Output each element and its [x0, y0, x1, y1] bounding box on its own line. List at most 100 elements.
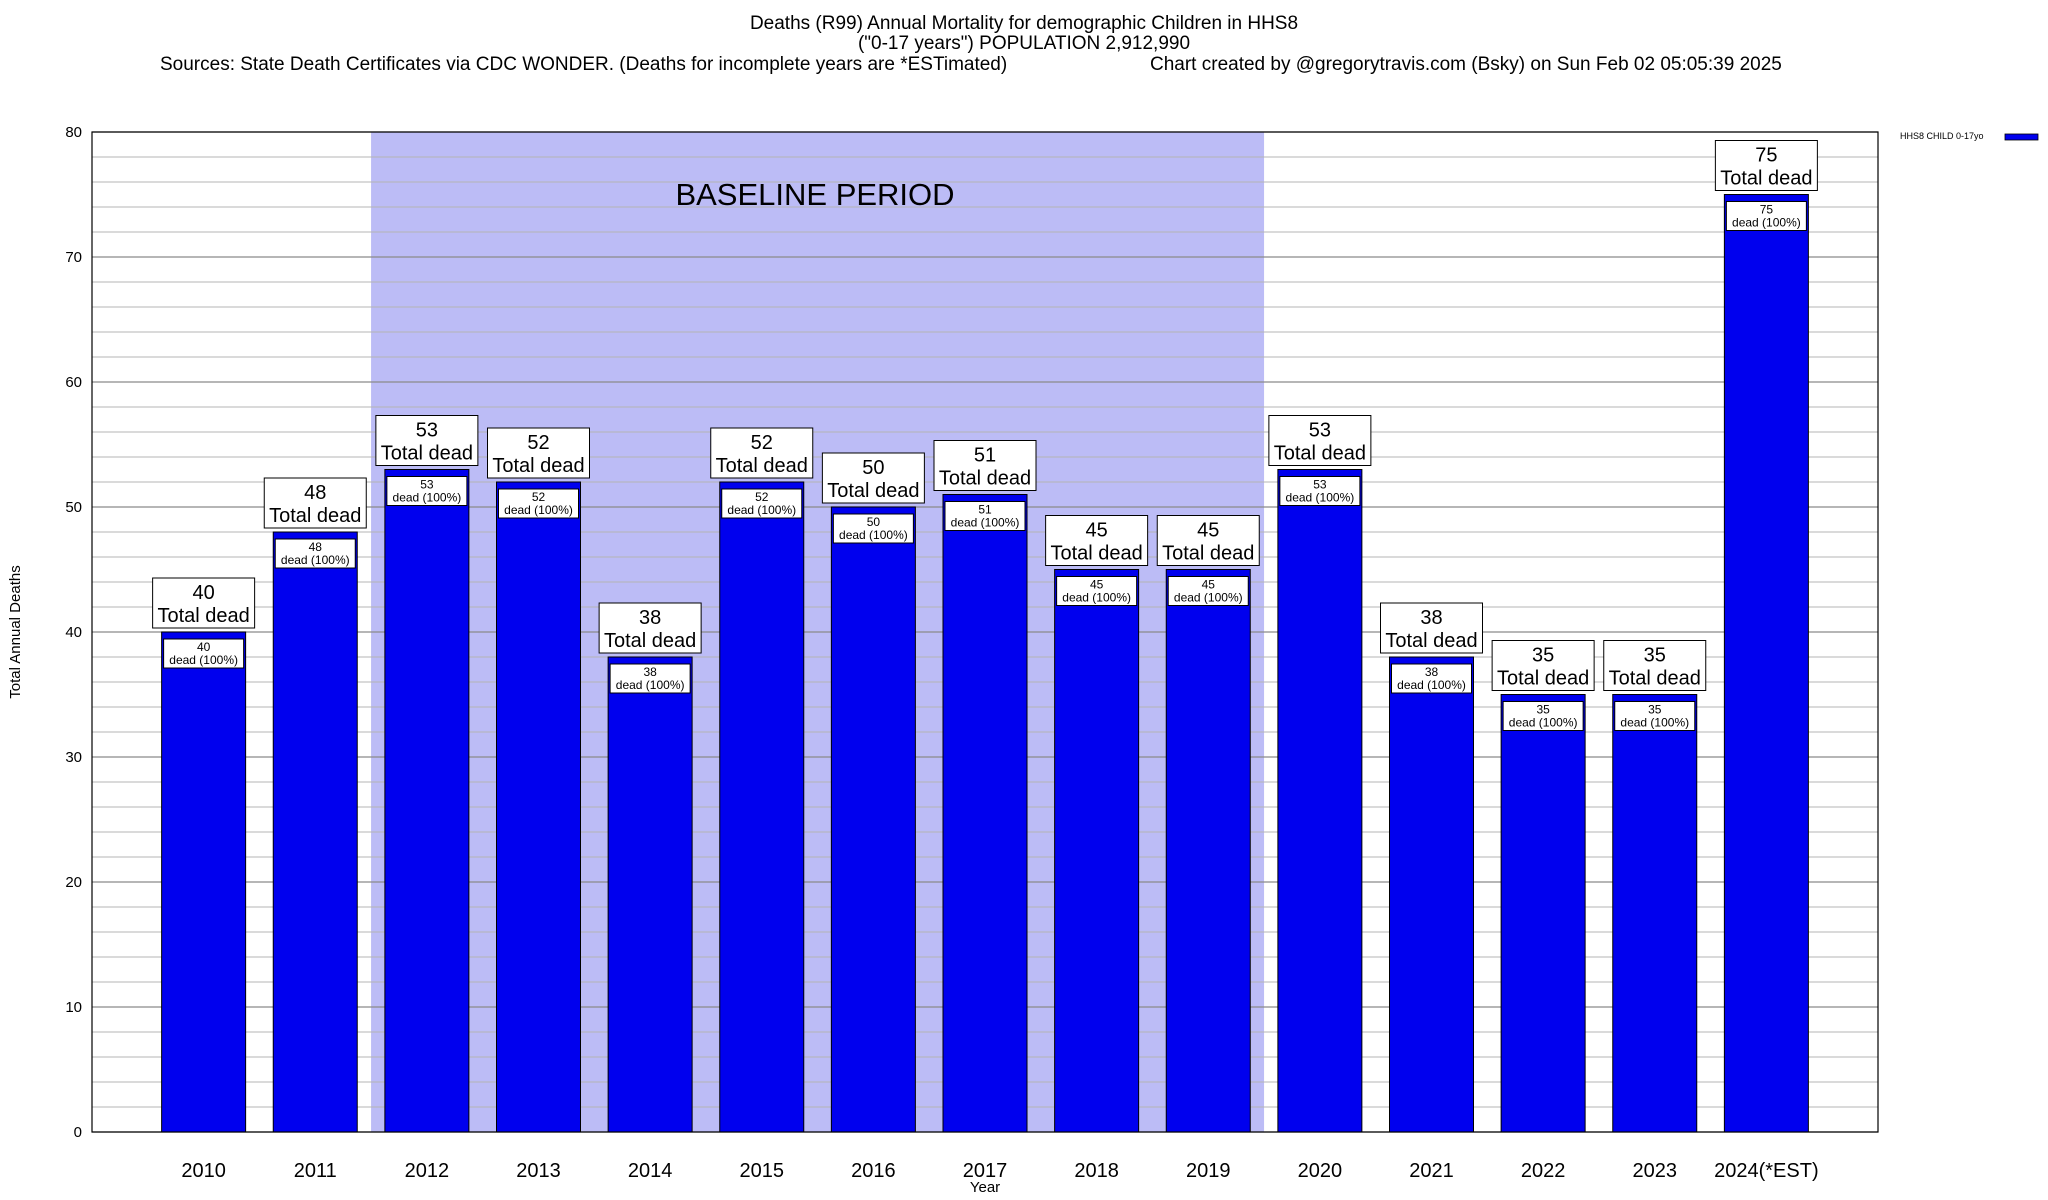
inner-value-label: 35 [1648, 703, 1662, 717]
bar [830, 506, 916, 1133]
inner-percent-label: dead (100%) [951, 516, 1020, 530]
inner-percent-label: dead (100%) [1620, 716, 1689, 730]
bar [607, 656, 693, 1133]
y-tick-label: 10 [65, 999, 82, 1016]
y-tick-label: 30 [65, 749, 82, 766]
inner-label-box [1725, 201, 1807, 231]
inner-value-label: 50 [867, 515, 881, 529]
x-tick-label: 2012 [405, 1160, 450, 1182]
y-tick-label: 60 [65, 374, 82, 391]
inner-value-label: 53 [420, 478, 434, 492]
inner-percent-label: dead (100%) [839, 528, 908, 542]
inner-label-box [274, 538, 356, 569]
y-tick-label: 50 [65, 499, 82, 516]
top-label-box [1268, 415, 1372, 466]
legend-label: HHS8 CHILD 0-17yo [1900, 131, 1984, 141]
inner-label-box [1391, 663, 1472, 694]
top-total-label: Total dead [381, 443, 473, 465]
top-value-label: 45 [1197, 520, 1219, 542]
inner-percent-label: dead (100%) [504, 503, 573, 517]
top-value-label: 45 [1086, 520, 1108, 542]
x-tick-label: 2010 [181, 1160, 226, 1182]
top-value-label: 38 [1420, 607, 1442, 629]
inner-percent-label: dead (100%) [169, 653, 238, 667]
inner-label-box [1614, 701, 1696, 731]
chart-subtitle: ("0-17 years") POPULATION 2,912,990 [857, 33, 1191, 54]
inner-value-label: 38 [1425, 665, 1439, 679]
x-tick-label: 2017 [963, 1160, 1008, 1182]
chart-title: Deaths (R99) Annual Mortality for demogr… [749, 13, 1299, 34]
bar [1054, 569, 1140, 1133]
created-by-note: Chart created by @gregorytravis.com (Bsk… [1150, 54, 1782, 75]
x-axis-label: Year [970, 1179, 1000, 1196]
inner-label-box [1502, 701, 1584, 731]
inner-percent-label: dead (100%) [281, 553, 350, 567]
inner-value-label: 35 [1536, 703, 1550, 717]
plot-frame [91, 131, 1879, 1133]
inner-value-label: 75 [1760, 203, 1774, 217]
inner-value-label: 40 [197, 640, 211, 654]
inner-percent-label: dead (100%) [1509, 716, 1578, 730]
inner-label-box [163, 638, 245, 669]
x-tick-label: 2024(*EST) [1714, 1160, 1819, 1182]
inner-label-box [609, 663, 691, 694]
inner-label-box [944, 501, 1026, 531]
top-value-label: 50 [862, 457, 884, 479]
top-label-box [1491, 640, 1595, 691]
y-tick-label: 20 [65, 874, 82, 891]
x-tick-label: 2015 [740, 1160, 785, 1182]
inner-label-box [1279, 476, 1361, 506]
x-tick-label: 2020 [1298, 1160, 1343, 1182]
bar [384, 469, 470, 1133]
chart-title-block: Deaths (R99) Annual Mortality for demogr… [0, 14, 2048, 54]
top-total-label: Total dead [1050, 543, 1142, 565]
inner-percent-label: dead (100%) [1174, 591, 1243, 605]
x-tick-label: 2013 [516, 1160, 561, 1182]
y-axis-label: Total Annual Deaths [7, 565, 24, 698]
top-total-label: Total dead [604, 630, 696, 652]
inner-value-label: 48 [309, 540, 323, 554]
inner-value-label: 51 [978, 503, 992, 517]
top-label-box [1380, 602, 1483, 654]
inner-percent-label: dead (100%) [1732, 216, 1801, 230]
top-total-label: Total dead [492, 455, 584, 477]
bar [719, 481, 805, 1133]
x-tick-label: 2019 [1186, 1160, 1231, 1182]
y-tick-label: 0 [74, 1124, 82, 1141]
bar [942, 494, 1028, 1133]
top-label-box [933, 440, 1037, 491]
bar [1500, 694, 1586, 1133]
top-label-box [821, 452, 925, 504]
inner-value-label: 52 [532, 490, 546, 504]
top-value-label: 52 [527, 432, 549, 454]
top-value-label: 53 [1309, 420, 1331, 442]
inner-percent-label: dead (100%) [1397, 678, 1466, 692]
top-value-label: 53 [416, 420, 438, 442]
top-value-label: 75 [1755, 145, 1777, 167]
bar [1277, 469, 1363, 1133]
inner-label-box [832, 513, 914, 544]
x-tick-label: 2018 [1074, 1160, 1119, 1182]
inner-percent-label: dead (100%) [393, 491, 462, 505]
top-value-label: 38 [639, 607, 661, 629]
bar [1612, 694, 1698, 1133]
baseline-period-label: BASELINE PERIOD [675, 177, 954, 212]
top-label-box [263, 477, 367, 529]
inner-value-label: 52 [755, 490, 769, 504]
bar [1723, 194, 1809, 1133]
inner-percent-label: dead (100%) [727, 503, 796, 517]
x-tick-label: 2021 [1409, 1160, 1454, 1182]
top-total-label: Total dead [269, 505, 361, 527]
top-label-box [152, 577, 256, 629]
top-total-label: Total dead [1385, 630, 1477, 652]
bar [161, 631, 247, 1133]
top-value-label: 40 [193, 582, 215, 604]
y-tick-label: 80 [65, 124, 82, 141]
top-total-label: Total dead [1609, 668, 1701, 690]
inner-value-label: 53 [1313, 478, 1327, 492]
bar [1389, 656, 1474, 1133]
bar [496, 481, 581, 1133]
top-label-box [375, 415, 479, 466]
top-label-box [1714, 140, 1818, 191]
